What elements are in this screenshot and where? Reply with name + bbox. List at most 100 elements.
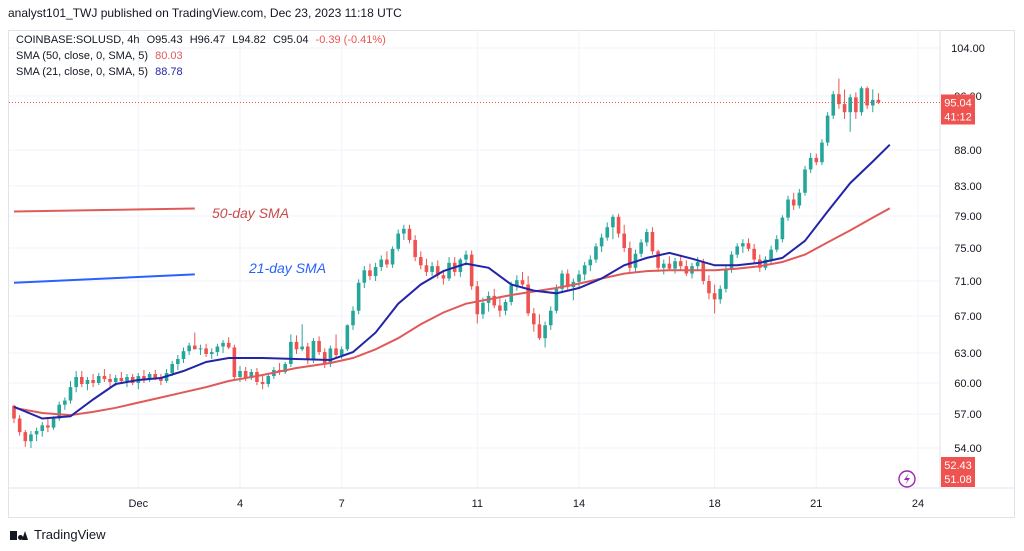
- candle-body: [368, 270, 372, 277]
- sma21-line: [13, 143, 891, 420]
- candle: [34, 427, 39, 442]
- low-price-tag: [941, 457, 975, 487]
- candle-body: [622, 233, 626, 248]
- candle: [181, 347, 186, 363]
- candle-body: [577, 274, 581, 282]
- candle-body: [249, 372, 254, 378]
- candle-body: [362, 270, 367, 283]
- price-axis[interactable]: 54.00 57.00 60.00 63.00 67.00 71.00 75.00 79.00…: [939, 31, 985, 488]
- candle: [543, 321, 547, 348]
- candle-body: [492, 295, 497, 306]
- candle: [486, 291, 491, 312]
- lightning-icon[interactable]: [898, 470, 916, 488]
- candle: [345, 324, 350, 352]
- candle: [322, 348, 327, 368]
- sma21-annotation-line: [13, 273, 195, 284]
- candle: [125, 374, 129, 388]
- candle: [193, 332, 197, 350]
- candle-body: [419, 257, 423, 266]
- candle-body: [656, 251, 660, 268]
- candle-body: [678, 261, 683, 267]
- candle: [548, 306, 553, 330]
- legend-close: C95.04: [272, 34, 309, 46]
- candle: [605, 222, 610, 241]
- candle: [837, 78, 841, 109]
- candle-body: [724, 269, 728, 289]
- candle: [639, 239, 643, 258]
- candle-body: [113, 378, 118, 382]
- candle-body: [204, 348, 208, 354]
- candle: [797, 189, 802, 209]
- candle-body: [814, 157, 819, 163]
- candle: [616, 213, 621, 238]
- candle: [277, 363, 282, 375]
- chart-frame: [8, 30, 1015, 518]
- candle-body: [289, 341, 293, 364]
- candle: [560, 270, 564, 294]
- candle-body: [119, 378, 124, 381]
- candle: [221, 340, 225, 353]
- candle-body: [102, 376, 107, 379]
- candle: [108, 374, 112, 388]
- candle-body: [85, 380, 90, 385]
- candle: [159, 374, 163, 386]
- candle-body: [639, 242, 643, 254]
- candle-body: [628, 248, 632, 268]
- legend-sma50[interactable]: SMA (50, close, 0, SMA, 5) 80.03: [16, 50, 183, 62]
- candle-body: [80, 377, 84, 385]
- candle-body: [232, 347, 237, 377]
- sma50-annotation-line: [13, 207, 195, 213]
- candle-body: [435, 266, 440, 276]
- candle-body: [142, 376, 146, 379]
- candle-body: [594, 246, 598, 260]
- candle: [825, 112, 830, 146]
- candle-body: [515, 280, 519, 286]
- candle-body: [396, 233, 400, 249]
- candle: [249, 369, 254, 380]
- legend-low: L94.82: [232, 34, 266, 46]
- candle-body: [876, 99, 881, 103]
- candle-body: [791, 199, 796, 206]
- candle-body: [808, 157, 813, 170]
- candle-body: [74, 377, 78, 388]
- candle-body: [96, 376, 101, 383]
- tradingview-brand: TradingView: [34, 527, 106, 542]
- candle: [509, 281, 513, 306]
- candle: [351, 306, 355, 330]
- candle: [577, 270, 581, 288]
- grid: [9, 31, 940, 488]
- candle-body: [215, 346, 220, 353]
- candle: [650, 227, 655, 255]
- candle: [582, 262, 587, 281]
- candle: [565, 269, 570, 291]
- candle-body: [170, 364, 174, 373]
- candle: [871, 89, 875, 113]
- candle-body: [51, 418, 56, 428]
- candle: [289, 334, 293, 367]
- candle: [317, 336, 321, 355]
- candle: [661, 259, 666, 275]
- sma50-annotation-label: 50-day SMA: [212, 205, 289, 221]
- time-axis[interactable]: Dec 4 7 11 14 18 21 24: [9, 487, 1014, 510]
- candle-body: [763, 259, 768, 268]
- legend-sma21[interactable]: SMA (21, close, 0, SMA, 5) 88.78: [16, 66, 183, 78]
- tradingview-footer[interactable]: TradingView: [10, 527, 106, 542]
- candle: [707, 275, 711, 300]
- legend-high: H96.47: [189, 34, 226, 46]
- candle: [469, 250, 474, 290]
- candle: [814, 153, 819, 166]
- annotation-lines: 50-day SMA 21-day SMA: [13, 205, 326, 284]
- candle: [859, 86, 864, 116]
- candle-body: [345, 325, 350, 350]
- candle-body: [311, 340, 316, 360]
- candle-body: [707, 281, 711, 294]
- candle-body: [871, 99, 875, 106]
- candle-body: [825, 115, 830, 143]
- candle: [724, 266, 728, 293]
- candle: [102, 369, 107, 382]
- candle: [209, 348, 214, 359]
- candle-body: [46, 425, 50, 428]
- candle-body: [108, 379, 112, 382]
- candle: [808, 152, 813, 174]
